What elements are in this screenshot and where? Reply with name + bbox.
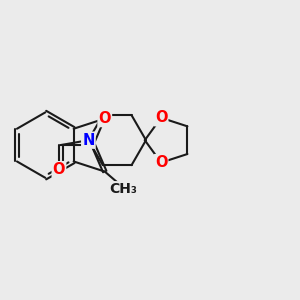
Text: O: O [155,110,167,125]
Text: O: O [155,155,167,170]
Text: N: N [82,133,94,148]
Text: O: O [53,162,65,177]
Text: CH₃: CH₃ [110,182,137,196]
Text: O: O [98,111,111,126]
